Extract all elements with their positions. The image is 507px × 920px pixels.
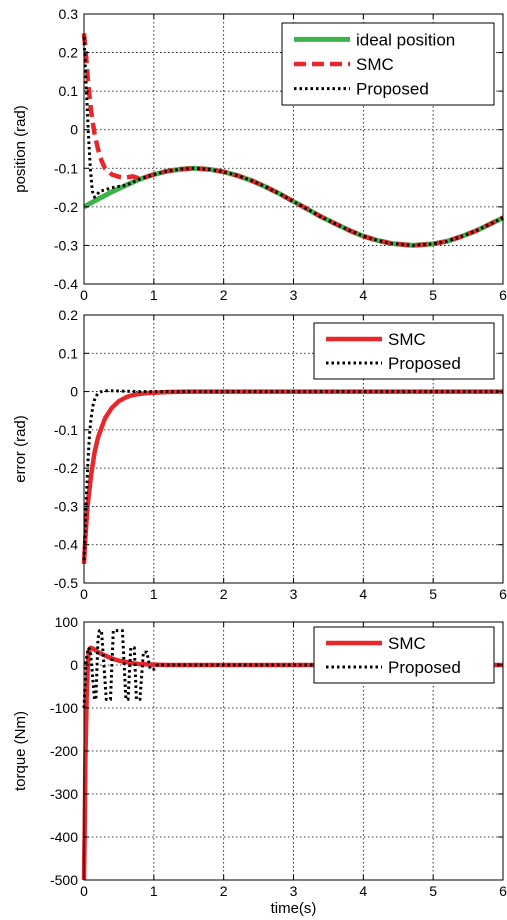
- y-tick-label: -0.3: [54, 498, 78, 514]
- legend-label-proposed: Proposed: [388, 658, 461, 677]
- y-axis-label: position (rad): [12, 105, 29, 193]
- y-tick-label: 0.1: [59, 83, 79, 99]
- y-axis-label: torque (Nm): [12, 711, 29, 791]
- x-tick-label: 5: [429, 883, 437, 899]
- y-tick-label: -0.3: [54, 237, 78, 253]
- x-tick-label: 0: [80, 586, 88, 602]
- series-proposed-line: [82, 389, 503, 561]
- y-tick-label: -0.4: [54, 537, 78, 553]
- y-tick-label: 0.2: [59, 307, 79, 323]
- series-smc-line: [81, 645, 503, 881]
- x-tick-label: 2: [220, 883, 228, 899]
- y-tick-label: 100: [55, 614, 79, 630]
- y-tick-label: -200: [50, 743, 78, 759]
- y-tick-label: -500: [50, 872, 78, 888]
- y-axis-label: error (rad): [12, 415, 29, 483]
- series-smc-line: [81, 389, 503, 565]
- y-tick-label: 0.3: [59, 6, 79, 22]
- x-tick-label: 3: [290, 883, 298, 899]
- x-tick-label: 1: [150, 883, 158, 899]
- y-tick-label: -0.1: [54, 160, 78, 176]
- panel-2: 0 1 2 3 4 5 6 -0.5 -0.4 -0.3 -0.2 -0.1 0 0.1 0.2 error …: [12, 307, 507, 602]
- x-tick-label: 3: [290, 586, 298, 602]
- y-tick-label: 0: [70, 384, 78, 400]
- x-tick-label: 0: [80, 287, 88, 303]
- figure-panels: 0 1 2 3 4 5 6 -0.4 -0.3 -0.2 -0.1 0 0.1 0.2 0.3 positio…: [12, 6, 507, 899]
- y-tick-label: -0.2: [54, 199, 78, 215]
- y-tick-label: 0.2: [59, 45, 79, 61]
- series-proposed-line: [82, 37, 504, 247]
- y-tick-label: -0.2: [54, 460, 78, 476]
- x-tick-label: 6: [499, 586, 507, 602]
- y-tick-label: 0.1: [59, 345, 79, 361]
- x-tick-label: 4: [359, 883, 367, 899]
- y-tick-label: -300: [50, 786, 78, 802]
- legend-label-smc: SMC: [356, 55, 394, 74]
- legend-label-proposed: Proposed: [388, 354, 461, 373]
- y-tick-label: 0: [70, 122, 78, 138]
- x-tick-label: 6: [499, 883, 507, 899]
- y-tick-label: -100: [50, 700, 78, 716]
- panel-3: 0 1 2 3 4 5 6 -500 -400 -300 -200 -100 0 100 torque (N…: [12, 614, 507, 899]
- x-tick-label: 4: [359, 287, 367, 303]
- legend-box: [313, 322, 495, 380]
- legend-label-ideal-position: ideal position: [356, 30, 455, 49]
- figure-x-axis-label: time(s): [271, 900, 317, 917]
- legend-label-smc: SMC: [388, 330, 426, 349]
- y-tick-label: -0.1: [54, 422, 78, 438]
- x-tick-label: 0: [80, 883, 88, 899]
- legend: SMC Proposed: [313, 626, 495, 684]
- x-tick-label: 4: [359, 586, 367, 602]
- x-tick-label: 2: [220, 586, 228, 602]
- y-tick-label: -0.4: [54, 276, 78, 292]
- x-tick-label: 5: [429, 586, 437, 602]
- y-tick-label: -400: [50, 829, 78, 845]
- y-tick-label: -0.5: [54, 575, 78, 591]
- legend-label-smc: SMC: [388, 634, 426, 653]
- x-tick-label: 1: [150, 287, 158, 303]
- legend: ideal position SMC Proposed: [281, 22, 495, 106]
- legend-box: [313, 626, 495, 684]
- panel-1: 0 1 2 3 4 5 6 -0.4 -0.3 -0.2 -0.1 0 0.1 0.2 0.3 positio…: [12, 6, 507, 303]
- y-tick-label: 0: [70, 657, 78, 673]
- x-tick-label: 1: [150, 586, 158, 602]
- x-tick-label: 5: [429, 287, 437, 303]
- legend: SMC Proposed: [313, 322, 495, 380]
- legend-label-proposed: Proposed: [356, 80, 429, 99]
- x-tick-label: 3: [290, 287, 298, 303]
- series-proposed-line: [82, 629, 503, 709]
- x-tick-label: 2: [220, 287, 228, 303]
- x-tick-label: 6: [499, 287, 507, 303]
